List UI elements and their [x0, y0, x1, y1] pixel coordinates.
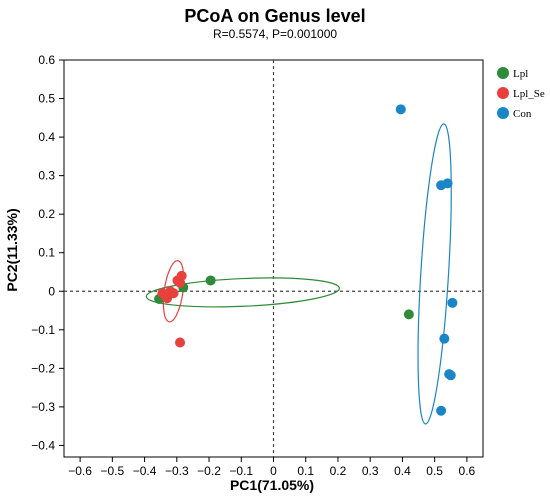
chart-subtitle: R=0.5574, P=0.001000 [213, 27, 337, 41]
lpl-point [205, 275, 216, 286]
x-tick-label: −0.3 [165, 464, 189, 478]
legend: Lpl Lpl_Se Con [497, 67, 545, 120]
ellipse-group [145, 123, 452, 425]
con-point [436, 405, 447, 416]
lpl-point [403, 309, 414, 320]
y-tick-label: −0.2 [31, 361, 55, 375]
con-point [442, 178, 453, 189]
y-axis-title: PC2(11.33%) [4, 208, 20, 291]
legend-label-lpl: Lpl [513, 68, 528, 80]
legend-marker-lpl-se [497, 87, 509, 99]
y-tick-label: −0.4 [31, 438, 55, 452]
y-tick-label: −0.1 [31, 323, 55, 337]
lpl-se-point [176, 270, 187, 281]
x-tick-label: 0.6 [459, 464, 476, 478]
lpl-se-point [175, 337, 186, 348]
legend-label-con: Con [513, 108, 532, 120]
legend-marker-con [497, 107, 509, 119]
y-tick-label: 0.4 [38, 130, 55, 144]
x-tick-label: 0 [270, 464, 277, 478]
x-tick-label: 0.4 [394, 464, 411, 478]
y-tick-label: 0 [48, 284, 55, 298]
y-tick-label: 0.2 [38, 207, 55, 221]
lpl-se-point [168, 288, 179, 299]
chart-title: PCoA on Genus level [184, 6, 365, 26]
x-axis: −0.6 −0.5 −0.4 −0.3 −0.2 −0.1 0 0.1 0.2 0.3 0.4 0.5… [68, 457, 476, 478]
lpl-confidence-ellipse [145, 277, 341, 308]
x-tick-label: 0.2 [330, 464, 347, 478]
legend-label-lpl-se: Lpl_Se [513, 88, 545, 100]
con-point [395, 104, 406, 115]
x-tick-label: −0.4 [133, 464, 157, 478]
x-tick-label: 0.5 [426, 464, 443, 478]
y-tick-label: 0.1 [38, 246, 55, 260]
points-group [154, 104, 458, 416]
y-tick-label: 0.5 [38, 92, 55, 106]
y-axis: −0.4 −0.3 −0.2 −0.1 0 0.1 0.2 0.3 0.4 0.5 0.6 [31, 53, 64, 452]
con-point [439, 333, 450, 344]
legend-marker-lpl [497, 67, 509, 79]
x-axis-title: PC1(71.05%) [230, 477, 314, 493]
con-confidence-ellipse [417, 123, 452, 425]
x-tick-label: −0.5 [100, 464, 124, 478]
x-tick-label: 0.3 [362, 464, 379, 478]
x-tick-label: −0.6 [68, 464, 92, 478]
y-tick-label: −0.3 [31, 400, 55, 414]
plot-area [63, 59, 484, 458]
x-tick-label: 0.1 [297, 464, 314, 478]
y-tick-label: 0.6 [38, 53, 55, 67]
y-tick-label: 0.3 [38, 169, 55, 183]
con-point [447, 297, 458, 308]
x-tick-label: −0.1 [229, 464, 253, 478]
con-point [445, 370, 456, 381]
x-tick-label: −0.2 [197, 464, 221, 478]
